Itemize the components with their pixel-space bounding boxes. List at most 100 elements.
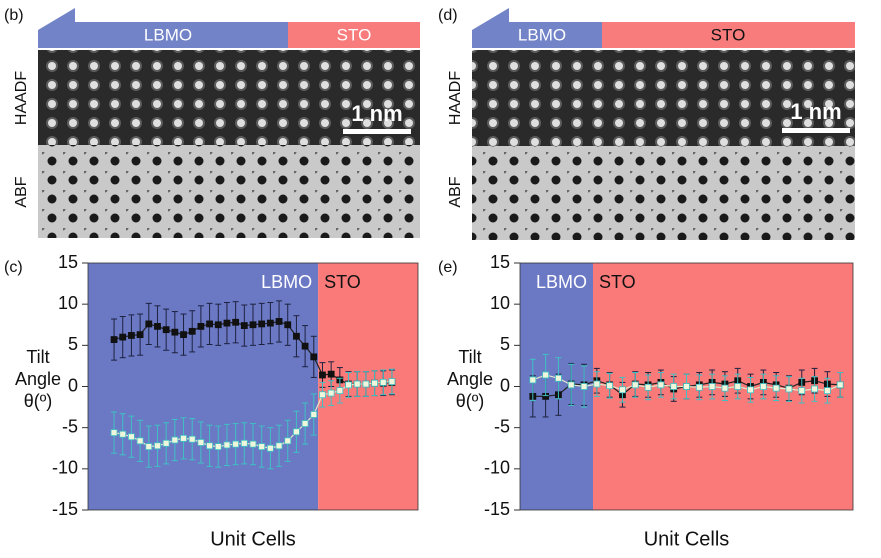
bar-label: STO [337,25,372,44]
marker [327,389,335,397]
scale-label: 1 nm [351,101,402,126]
marker [542,371,550,379]
panel-label: (d) [438,7,458,24]
marker [301,342,309,350]
marker [258,443,266,451]
scale-bar [782,128,850,133]
marker [379,378,387,386]
row-label: ABF [447,176,464,207]
marker [619,386,626,394]
marker [110,429,118,437]
region-label: STO [599,272,636,292]
marker [214,443,222,451]
row-label: HAADF [13,71,30,125]
marker [555,374,562,382]
sto-bar [602,22,855,48]
marker [529,376,537,384]
marker [128,332,135,339]
marker [388,378,396,385]
marker [772,384,780,392]
marker [136,437,144,445]
y-tick-label: -10 [52,458,78,478]
marker [644,383,652,391]
panel-label: (e) [438,259,458,276]
y-axis-label: θ(º) [456,391,485,411]
y-tick-label: 15 [490,252,510,272]
region-label: LBMO [536,272,587,292]
marker [275,442,283,450]
marker [180,434,187,442]
marker [284,321,292,329]
marker [362,380,370,388]
y-axis-label: Angle [15,369,61,389]
marker [258,320,266,328]
marker [371,379,378,387]
marker [110,336,118,343]
marker [197,439,205,446]
y-tick-label: 5 [68,334,78,354]
lbmo-bar [38,8,288,48]
marker [327,370,335,378]
marker [188,435,196,443]
marker [197,322,205,330]
abf-image [38,145,420,238]
marker [162,326,170,334]
row-label: ABF [13,176,30,207]
region-label: LBMO [261,272,312,292]
marker [154,442,161,450]
y-axis-label: Tilt [26,347,49,367]
marker [275,318,283,325]
marker [240,439,248,447]
marker [293,332,300,340]
micrograph-panel: (b) LBMO STO HAADF ABF 1 nm [4,7,420,238]
marker [670,383,678,390]
marker [180,331,187,339]
marker [336,387,344,395]
x-axis-label: Unit Cells [644,528,730,550]
marker [223,319,231,327]
y-tick-label: 10 [58,293,78,313]
marker [734,383,742,390]
bar-label: LBMO [144,25,192,44]
marker [145,320,153,328]
y-axis-label: Tilt [458,347,481,367]
marker [593,380,601,388]
marker [223,441,231,449]
marker [119,430,127,438]
x-axis-label: Unit Cells [210,528,296,550]
marker [214,321,222,329]
panel-label: (c) [4,259,23,276]
marker [319,371,326,379]
marker [785,385,793,393]
marker [249,440,257,448]
scale-bar [343,129,411,134]
marker [240,322,248,329]
marker [310,353,318,361]
marker [567,381,575,389]
marker [188,327,196,335]
marker [136,331,144,339]
marker [128,433,135,441]
marker [798,387,806,395]
marker [721,384,729,392]
marker [631,381,639,389]
marker [353,380,361,388]
marker [266,444,274,452]
marker [747,386,754,394]
scale-label: 1 nm [790,99,841,124]
marker [119,333,127,341]
y-tick-label: 0 [500,375,510,395]
marker [708,383,716,390]
y-tick-label: -5 [494,416,510,436]
y-tick-label: 10 [490,293,510,313]
y-axis-label: θ(º) [24,391,53,411]
marker [823,387,831,395]
y-tick-label: -15 [484,499,510,519]
y-tick-label: -5 [62,416,78,436]
panel-label: (b) [4,7,24,24]
y-tick-label: -10 [484,458,510,478]
bar-label: LBMO [518,25,566,44]
